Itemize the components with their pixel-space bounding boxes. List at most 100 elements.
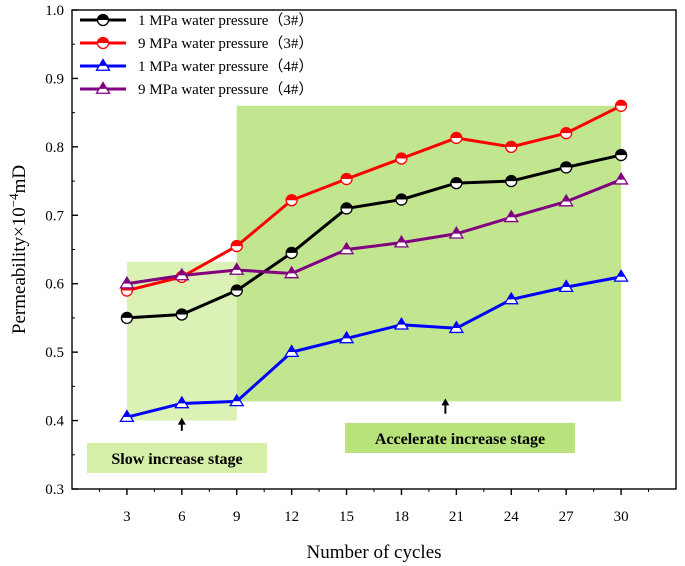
marker-half [97, 37, 109, 43]
marker-half [232, 394, 241, 402]
series-4 [119, 171, 629, 289]
series-line [126, 153, 622, 320]
y-tick-label: 0.8 [45, 140, 64, 156]
data-point [558, 193, 574, 207]
x-tick-label: 6 [178, 509, 186, 525]
legend-swatch-marker [96, 36, 110, 50]
series-line [126, 178, 622, 286]
legend-label: 9 MPa water pressure（3#） [138, 35, 313, 52]
marker-half [452, 227, 461, 234]
accelerate-arrow [441, 398, 450, 414]
accelerate-stage-label: Accelerate increase stage [375, 431, 545, 448]
data-point [395, 152, 408, 165]
series-line [126, 104, 622, 293]
data-point [175, 308, 188, 321]
legend-label: 9 MPa water pressure（4#） [138, 81, 313, 98]
x-tick-label: 27 [559, 509, 575, 525]
data-point [174, 395, 190, 409]
data-point [558, 279, 574, 293]
marker-half [287, 266, 296, 274]
legend-entry-3: 1 MPa water pressure（4#） [80, 58, 313, 75]
data-point [613, 269, 629, 282]
legend-entry-2: 9 MPa water pressure（3#） [80, 35, 313, 52]
marker-half [397, 236, 406, 243]
marker-half [560, 127, 572, 134]
marker-half [176, 309, 188, 315]
marker-half [615, 149, 627, 156]
axes: 0.3 0.4 0.5 0.6 0.7 0.8 0.9 1.0 3 6 9 12 15 18 21 24 27 3… [6, 3, 677, 563]
data-point [505, 140, 518, 154]
data-point [285, 194, 298, 207]
marker-half [231, 285, 243, 291]
data-point [393, 234, 410, 248]
arrow-head [441, 398, 450, 406]
data-point [503, 291, 519, 305]
data-point [119, 409, 135, 423]
legend-swatch-marker [95, 58, 111, 71]
data-point [283, 265, 300, 279]
marker-half [287, 345, 296, 353]
region-slow [126, 261, 237, 421]
data-point [119, 275, 135, 289]
data-point [120, 311, 134, 325]
x-tick-label: 30 [614, 509, 629, 525]
marker-half [560, 161, 572, 168]
legend-entry-1: 1 MPa water pressure（3#） [80, 12, 313, 29]
x-axis-title: Number of cycles [306, 542, 441, 563]
accelerate-stage-label-box [345, 423, 575, 453]
y-tick-label: 0.9 [45, 71, 64, 87]
arrow-head [177, 417, 186, 425]
x-tick-label: 3 [123, 509, 131, 525]
marker-half [505, 175, 517, 182]
data-point [448, 320, 465, 334]
marker-half [342, 243, 351, 250]
marker-half [286, 194, 298, 201]
slow-stage-label: Slow increase stage [111, 451, 242, 468]
marker-half [507, 292, 516, 300]
y-axis-title-unit: mD [9, 165, 30, 194]
legend-swatch-marker [96, 13, 110, 27]
marker-half [617, 173, 625, 180]
data-point [340, 202, 353, 215]
series-1 [120, 148, 628, 325]
x-tick-label: 24 [504, 509, 520, 525]
data-point [338, 241, 355, 255]
marker-half [99, 59, 107, 66]
marker-half [232, 263, 241, 270]
marker-half [97, 14, 109, 20]
y-axis-title: Permeability×10−4mD [6, 165, 30, 334]
series-line [126, 275, 622, 419]
legend-label: 1 MPa water pressure（4#） [138, 58, 313, 75]
y-tick-label: 0.7 [45, 208, 64, 224]
data-point [229, 393, 245, 407]
marker-half [395, 152, 407, 159]
marker-half [99, 82, 107, 89]
data-point [503, 209, 519, 223]
x-tick-label: 9 [233, 509, 241, 525]
data-point [230, 239, 243, 253]
marker-half [177, 396, 186, 404]
marker-half [452, 321, 461, 329]
data-point [229, 262, 245, 275]
data-point [505, 174, 518, 188]
data-point [230, 284, 243, 297]
marker-half [341, 173, 353, 180]
marker-half [507, 210, 516, 218]
series-3 [119, 269, 629, 423]
legend-entry-4: 9 MPa water pressure（4#） [80, 81, 313, 98]
marker-half [121, 312, 133, 318]
data-point [174, 267, 190, 281]
x-tick-label: 12 [284, 509, 299, 525]
series-lines [119, 99, 629, 423]
marker-half [123, 410, 131, 418]
series-2 [120, 99, 628, 297]
slow-stage-label-box [87, 443, 267, 473]
marker-half [450, 177, 462, 184]
data-point [560, 127, 573, 140]
x-tick-label: 21 [449, 509, 464, 525]
marker-half [395, 194, 407, 200]
stage-annotations: Slow increase stage Accelerate increase s… [87, 398, 575, 473]
marker-half [397, 318, 406, 325]
marker-half [342, 331, 351, 339]
